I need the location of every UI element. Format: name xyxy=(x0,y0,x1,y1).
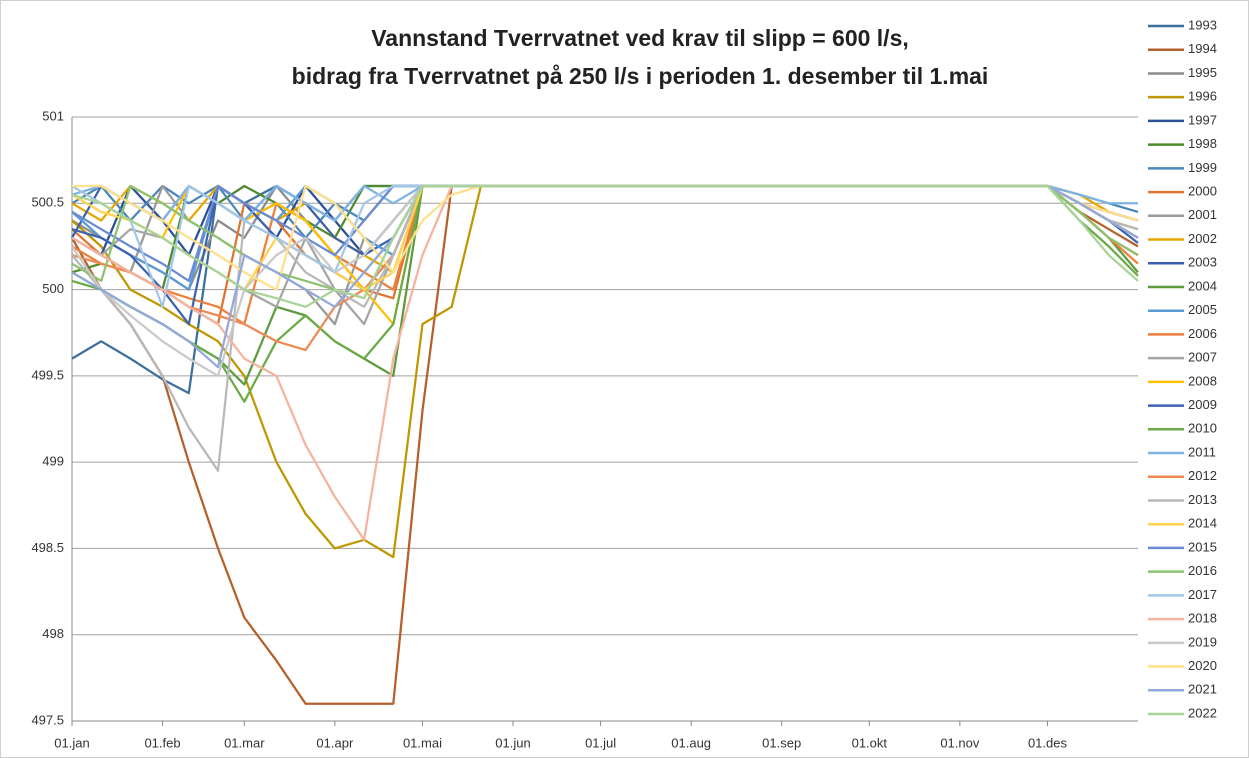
y-tick-label: 498.5 xyxy=(31,540,64,555)
x-tick-label: 01.nov xyxy=(940,735,980,750)
legend-label: 2005 xyxy=(1188,302,1217,317)
legend-label: 1998 xyxy=(1188,136,1217,151)
legend-label: 2012 xyxy=(1188,468,1217,483)
chart-title: Vannstand Tverrvatnet ved krav til slipp… xyxy=(371,25,909,51)
legend-label: 2004 xyxy=(1188,278,1217,293)
x-tick-label: 01.apr xyxy=(316,735,354,750)
x-tick-label: 01.jan xyxy=(54,735,89,750)
legend-label: 2022 xyxy=(1188,705,1217,720)
legend-label: 2020 xyxy=(1188,658,1217,673)
legend-label: 2021 xyxy=(1188,682,1217,697)
series-line xyxy=(71,184,1139,308)
legend-label: 2018 xyxy=(1188,611,1217,626)
x-tick-label: 01.mai xyxy=(403,735,442,750)
legend-label: 2000 xyxy=(1188,184,1217,199)
x-tick-label: 01.jul xyxy=(585,735,616,750)
legend-label: 1993 xyxy=(1188,17,1217,32)
x-tick-label: 01.feb xyxy=(144,735,180,750)
x-tick-label: 01.sep xyxy=(762,735,801,750)
legend-label: 2008 xyxy=(1188,373,1217,388)
legend-label: 2011 xyxy=(1188,444,1216,459)
legend-label: 1997 xyxy=(1188,112,1217,127)
legend-label: 2002 xyxy=(1188,231,1217,246)
legend-label: 2001 xyxy=(1188,207,1217,222)
y-tick-label: 497.5 xyxy=(31,712,64,727)
legend-label: 2013 xyxy=(1188,492,1217,507)
legend-label: 2009 xyxy=(1188,397,1217,412)
legend-label: 2019 xyxy=(1188,634,1217,649)
x-tick-label: 01.aug xyxy=(671,735,711,750)
legend-label: 2010 xyxy=(1188,421,1217,436)
legend-label: 2003 xyxy=(1188,255,1217,270)
legend-label: 2016 xyxy=(1188,563,1217,578)
y-tick-label: 498 xyxy=(42,626,64,641)
legend-label: 2017 xyxy=(1188,587,1217,602)
x-tick-label: 01.mar xyxy=(224,735,265,750)
legend-label: 1994 xyxy=(1188,41,1217,56)
y-tick-label: 501 xyxy=(42,108,64,123)
x-tick-label: 01.des xyxy=(1028,735,1068,750)
y-tick-label: 500 xyxy=(42,281,64,296)
x-tick-label: 01.okt xyxy=(852,735,888,750)
x-tick-label: 01.jun xyxy=(495,735,530,750)
legend-label: 1999 xyxy=(1188,160,1217,175)
legend-label: 2006 xyxy=(1188,326,1217,341)
y-tick-label: 499 xyxy=(42,454,64,469)
legend-label: 1995 xyxy=(1188,65,1217,80)
legend-label: 2015 xyxy=(1188,539,1217,554)
y-tick-label: 499.5 xyxy=(31,367,64,382)
legend-label: 2014 xyxy=(1188,516,1217,531)
legend-label: 2007 xyxy=(1188,350,1217,365)
y-tick-label: 500.5 xyxy=(31,195,64,210)
chart-title: bidrag fra Tverrvatnet på 250 l/s i peri… xyxy=(292,63,989,89)
legend-label: 1996 xyxy=(1188,89,1217,104)
